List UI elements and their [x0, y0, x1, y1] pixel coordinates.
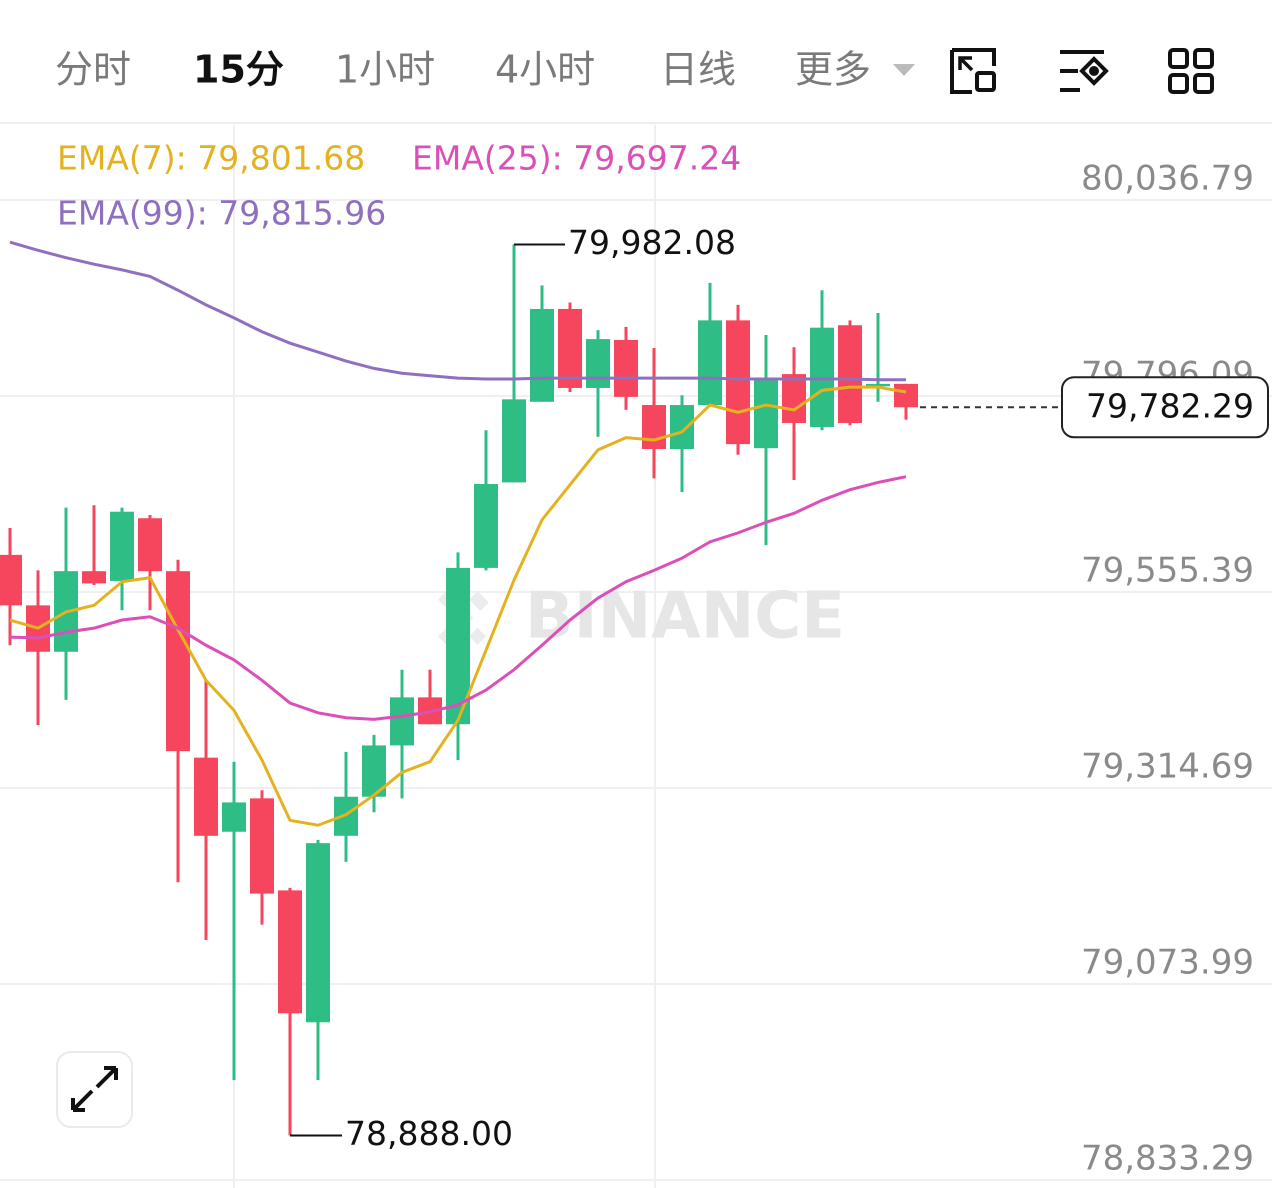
candle-body [222, 802, 246, 832]
candle-body [250, 798, 274, 894]
candle-body [726, 320, 750, 445]
y-tick-label: 79,314.69 [1081, 747, 1254, 787]
tab[interactable]: 分时 [55, 48, 131, 92]
candle-body [558, 308, 582, 388]
tab[interactable]: 4小时 [495, 48, 595, 92]
grid: 80,036.7979,796.0979,555.3979,314.6979,0… [0, 159, 1272, 1182]
candle-body [278, 890, 302, 1014]
y-tick-label: 79,555.39 [1081, 551, 1254, 591]
ema-line [9, 385, 907, 827]
tab[interactable]: 更多 [795, 48, 871, 92]
candle-body [670, 405, 694, 450]
candle-body [474, 484, 498, 568]
candle-body [82, 571, 106, 584]
candle-body [810, 327, 834, 428]
y-tick-label: 80,036.79 [1081, 159, 1254, 199]
candle-body [866, 383, 890, 387]
candle-body [138, 518, 162, 572]
plot: 79,982.08 78,888.00 79,782.29 [0, 223, 1269, 1153]
candle-body [642, 405, 666, 450]
candle-body [894, 383, 918, 408]
candle-body [110, 511, 134, 581]
candle-body [530, 308, 554, 402]
candle-body [614, 339, 638, 397]
dropdown-arrow[interactable] [893, 64, 915, 76]
last-price-box [1061, 376, 1269, 439]
candle-body [754, 379, 778, 449]
toolbar-icon[interactable] [950, 48, 996, 94]
candle-body [194, 757, 218, 836]
expand-button[interactable] [56, 1051, 133, 1128]
candle-body [502, 399, 526, 483]
candle-body [0, 554, 22, 606]
candle-body [586, 339, 610, 388]
watermark: BINANCE [437, 580, 845, 654]
candle-body [698, 320, 722, 406]
low-label: 78,888.00 [345, 1114, 513, 1153]
last-price-label: 79,782.29 [1086, 387, 1254, 426]
y-tick-label: 79,073.99 [1081, 943, 1254, 983]
tab[interactable]: 15分 [193, 48, 284, 92]
toolbar-icon[interactable] [1060, 50, 1109, 92]
legend: EMA(7): 79,801.68 EMA(25): 79,697.24 EMA… [57, 139, 741, 233]
candle-body [166, 571, 190, 752]
legend-entry: EMA(25): 79,697.24 [412, 139, 741, 178]
tab[interactable]: 日线 [660, 48, 736, 92]
candle-body [782, 374, 806, 423]
ema-line [9, 475, 907, 721]
candle-body [306, 843, 330, 1023]
timeframe-tabs: 分时 15分 1小时 4小时 日线 更多 [55, 48, 915, 92]
candle-body [838, 325, 862, 423]
candle-body [390, 697, 414, 746]
legend-entry: EMA(99): 79,815.96 [57, 194, 386, 233]
ema-line [9, 240, 906, 382]
y-tick-label: 78,833.29 [1081, 1139, 1254, 1179]
tab[interactable]: 1小时 [335, 48, 435, 92]
watermark-text: BINANCE [525, 580, 845, 654]
legend-entry: EMA(7): 79,801.68 [57, 139, 365, 178]
toolbar-icon[interactable] [1168, 48, 1214, 94]
high-label: 79,982.08 [568, 223, 736, 262]
